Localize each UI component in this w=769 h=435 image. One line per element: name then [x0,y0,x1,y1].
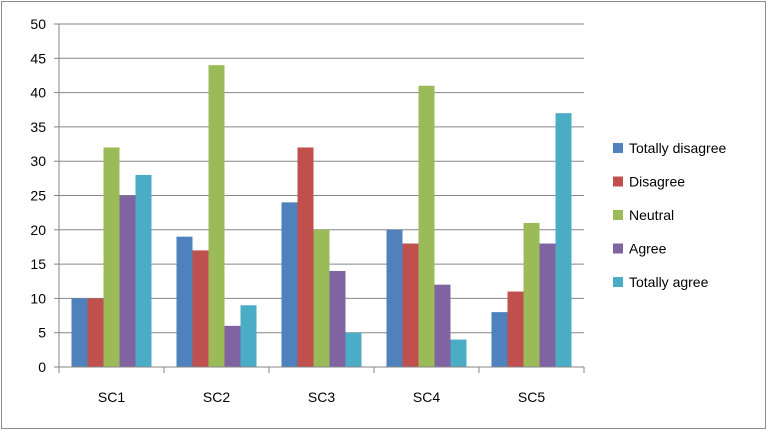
bar-sc3-totally-agree [345,332,362,367]
legend-label-totally-disagree: Totally disagree [629,140,726,156]
bar-sc3-disagree [297,147,314,367]
bar-sc2-neutral [208,65,225,367]
bar-sc4-totally-disagree [386,229,403,367]
x-tick-label-sc4: SC4 [413,389,440,405]
bar-sc5-neutral [523,222,540,367]
legend-swatch-totally-agree [613,277,623,287]
legend-swatch-disagree [613,176,623,187]
bar-sc4-agree [434,284,451,367]
bar-sc3-neutral [313,229,330,367]
legend-swatch-neutral [613,210,623,220]
bar-sc4-disagree [402,243,419,367]
bar-sc1-agree [119,195,136,367]
legend-label-disagree: Disagree [629,174,685,190]
bar-sc5-agree [539,243,556,367]
y-tick-label: 40 [30,85,46,101]
legend-label-agree: Agree [629,241,667,257]
legend-label-neutral: Neutral [629,207,674,223]
y-tick-label: 20 [30,222,46,238]
bar-chart: 0 5 10 15 20 25 30 35 40 45 50 SC1 SC2 SC3 SC4 SC5 Tot… [30,16,726,405]
x-tick-label-sc1: SC1 [98,389,125,405]
bar-sc4-totally-agree [450,339,467,367]
x-tick-label-sc3: SC3 [308,389,335,405]
x-tick-label-sc5: SC5 [518,389,545,405]
bar-sc2-totally-agree [240,305,257,367]
y-tick-label: 10 [30,290,46,306]
chart-frame: 0 5 10 15 20 25 30 35 40 45 50 SC1 SC2 SC3 SC4 SC5 Tot… [1,1,766,429]
x-tick-labels: SC1 SC2 SC3 SC4 SC5 [98,389,545,405]
bar-sc5-disagree [507,291,524,367]
legend-swatch-totally-disagree [613,143,623,153]
bar-sc2-totally-disagree [176,236,193,367]
bar-sc1-totally-disagree [71,298,88,367]
y-tick-label: 0 [38,359,46,375]
legend-label-totally-agree: Totally agree [629,274,709,290]
y-tick-label: 30 [30,153,46,169]
y-tick-label: 25 [30,188,46,204]
bars [71,65,572,368]
bar-sc2-agree [224,325,241,367]
bar-sc3-agree [329,270,346,367]
x-tick-label-sc2: SC2 [203,389,230,405]
bar-sc4-neutral [418,85,435,368]
y-tick-label: 5 [38,325,46,341]
bar-sc5-totally-disagree [491,312,508,367]
bar-sc5-totally-agree [555,113,572,368]
y-tick-label: 15 [30,256,46,272]
legend: Totally disagree Disagree Neutral Agree Tota… [613,140,726,290]
bar-sc2-disagree [192,250,209,367]
legend-swatch-agree [613,243,623,254]
y-tick-label: 35 [30,119,46,135]
bar-sc1-disagree [87,298,104,367]
y-tick-labels: 0 5 10 15 20 25 30 35 40 45 50 [30,16,46,375]
y-tick-label: 45 [30,50,46,66]
bar-sc1-totally-agree [135,174,152,367]
y-tick-label: 50 [30,16,46,32]
bar-sc3-totally-disagree [281,202,298,367]
axes [54,23,585,373]
bar-sc1-neutral [103,147,120,367]
